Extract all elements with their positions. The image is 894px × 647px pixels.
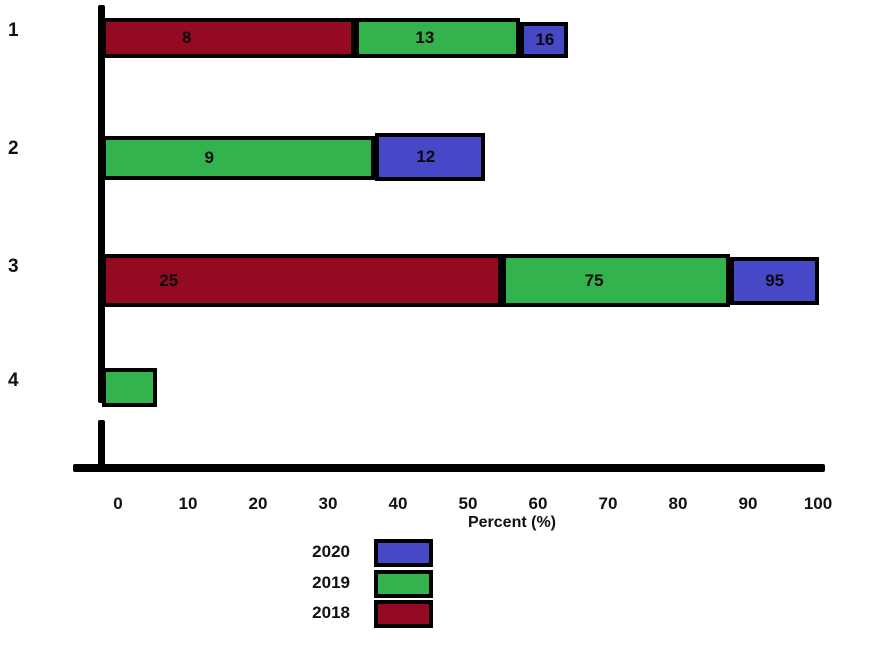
bar-segment: 16 — [520, 22, 569, 58]
bar-value-label: 9 — [204, 148, 214, 167]
x-tick-label: 0 — [113, 494, 123, 513]
bar-value-label: 16 — [535, 30, 555, 49]
bar-segment: 75 — [502, 254, 730, 307]
x-axis — [73, 464, 825, 472]
x-axis-title: Percent (%) — [467, 514, 557, 531]
bar-segment: 12 — [374, 133, 486, 181]
x-tick-label: 60 — [528, 494, 548, 513]
bar-segment: 13 — [354, 18, 521, 58]
bar-segment: 95 — [729, 257, 820, 305]
bar-value-label: 95 — [765, 271, 785, 290]
legend-swatch — [374, 569, 433, 598]
bar-value-label: 75 — [584, 270, 604, 290]
bar-value-label: 12 — [416, 147, 436, 166]
x-tick-label: 30 — [318, 494, 338, 513]
legend-label: 2018 — [312, 603, 350, 622]
x-tick-label: 100 — [803, 494, 833, 513]
bar-segment — [102, 368, 158, 407]
x-tick-label: 40 — [388, 494, 408, 513]
category-label: 1 — [8, 20, 19, 41]
x-tick-label: 50 — [458, 494, 478, 513]
legend-swatch — [374, 539, 433, 567]
x-tick-label: 70 — [598, 494, 618, 513]
y-axis-lower-segment — [98, 420, 105, 468]
x-tick-label: 20 — [248, 494, 268, 513]
bar-value-label: 13 — [415, 28, 435, 47]
x-tick-label: 90 — [738, 494, 758, 513]
bar-value-label: 8 — [182, 28, 192, 47]
category-label: 2 — [8, 138, 19, 159]
legend-label: 2019 — [312, 572, 350, 592]
legend-label: 2020 — [312, 542, 350, 561]
bar-segment: 8 — [102, 18, 355, 58]
category-label: 3 — [8, 256, 19, 277]
bar-segment: 25 — [102, 254, 503, 307]
y-axis — [98, 5, 105, 403]
x-tick-label: 80 — [668, 494, 688, 513]
x-tick-label: 10 — [178, 494, 198, 513]
legend-swatch — [374, 600, 433, 628]
bar-value-label: 25 — [159, 270, 179, 290]
bar-segment: 9 — [102, 136, 375, 180]
category-label: 4 — [8, 370, 19, 391]
